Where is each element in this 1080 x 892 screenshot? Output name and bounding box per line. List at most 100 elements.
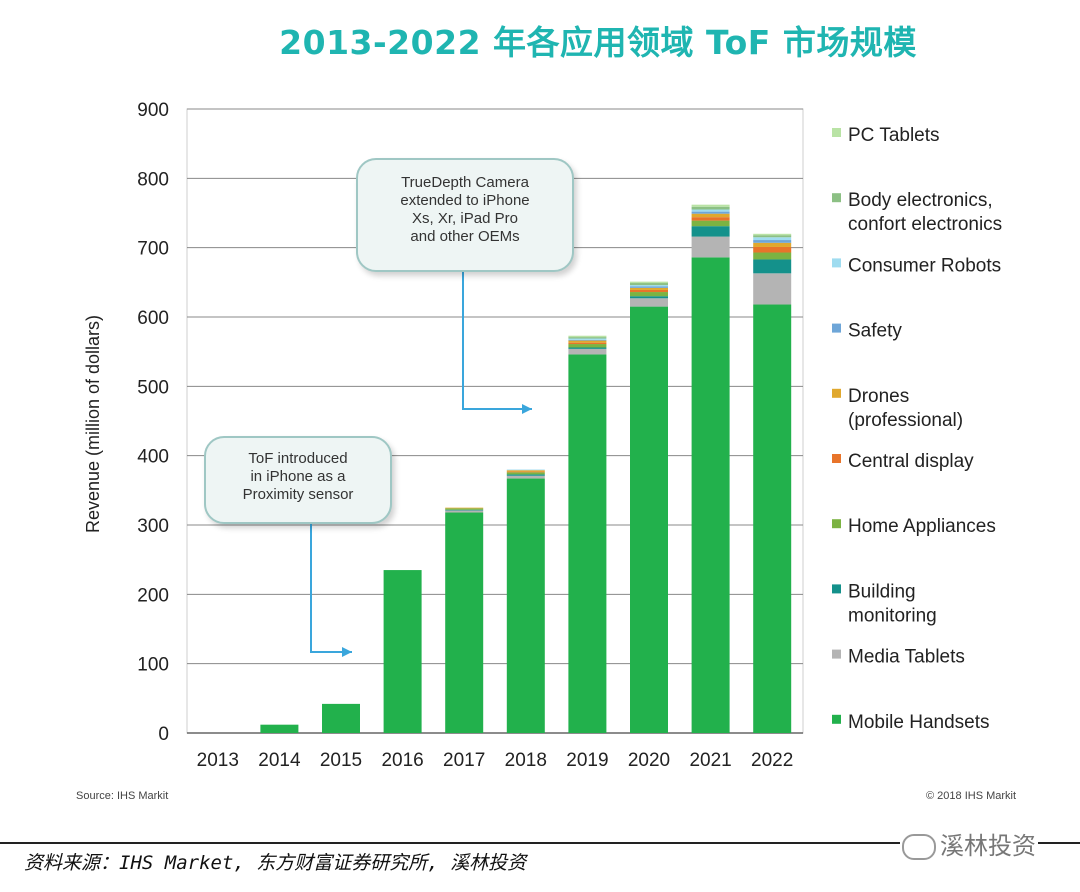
y-tick-700: 700: [137, 239, 169, 260]
bar-2019-media-tablets: [568, 348, 607, 355]
bar-2020-safety: [630, 286, 668, 288]
bar-2020-central-display: [630, 289, 668, 293]
bar-2017-media-tablets: [445, 510, 484, 513]
bar-2017-building-monitoring: [445, 509, 484, 511]
bar-2022-building-monitoring: [753, 259, 792, 274]
x-tick-2020: 2020: [628, 750, 670, 771]
chart-title: 2013-2022 年各应用领域 ToF 市场规模: [279, 23, 917, 62]
bar-2016-mobile-handsets: [383, 570, 422, 733]
callout-truedepth: TrueDepth Camera extended to iPhone Xs, …: [356, 158, 574, 272]
bar-2018-media-tablets: [506, 475, 545, 479]
bar-2021-mobile-handsets: [691, 257, 730, 733]
legend-swatch-pc-tablets: [832, 128, 841, 137]
legend-label-consumer-robots: Consumer Robots: [848, 255, 1001, 276]
bar-2021-home-appliances: [691, 220, 730, 227]
bar-2022-safety: [753, 240, 792, 243]
bar-2018-home-appliances: [506, 472, 545, 475]
legend-swatch-media-tablets: [832, 649, 841, 659]
bar-2021-central-display: [691, 217, 730, 221]
bar-2019-home-appliances: [568, 344, 607, 348]
x-tick-2022: 2022: [751, 750, 793, 771]
x-tick-2018: 2018: [505, 750, 547, 771]
bar-2022-consumer-robots: [753, 237, 792, 241]
y-tick-100: 100: [137, 655, 169, 676]
legend-label-pc-tablets: PC Tablets: [848, 125, 940, 146]
x-tick-2015: 2015: [320, 750, 362, 771]
arrow-tof: [310, 524, 352, 653]
bar-2017-mobile-handsets: [445, 512, 484, 733]
legend-swatch-home-appliances: [832, 519, 841, 529]
x-tick-2013: 2013: [197, 750, 239, 771]
bar-2017-home-appliances: [445, 508, 484, 510]
arrow-truedepth: [462, 272, 532, 410]
y-tick-300: 300: [137, 516, 169, 537]
bar-2014-mobile-handsets: [260, 724, 299, 733]
bar-2019-safety: [568, 339, 607, 341]
copyright-note: © 2018 IHS Markit: [926, 790, 1017, 802]
bar-2018-consumer-robots: [506, 469, 545, 471]
bar-2019-body-electronics-confort-electronics: [568, 337, 607, 339]
legend-swatch-central-display: [832, 454, 841, 463]
legend-swatch-consumer-robots: [832, 258, 841, 268]
bar-2020-pc-tablets: [630, 281, 668, 284]
legend-label-building-monitoring: Building monitoring: [848, 581, 937, 626]
bar-2022-body-electronics-confort-electronics: [753, 235, 792, 238]
bar-2022-home-appliances: [753, 252, 792, 260]
x-tick-2021: 2021: [689, 750, 731, 771]
legend-swatch-mobile-handsets: [832, 714, 841, 724]
legend-swatch-body-electronics-confort-electronics: [832, 193, 841, 203]
bar-2019-central-display: [568, 342, 607, 345]
legend-label-body-electronics-confort-electronics: Body electronics, confort electronics: [848, 190, 1002, 235]
arrow-tof-head: [342, 647, 352, 657]
source-note: Source: IHS Markit: [76, 790, 169, 802]
bar-2020-home-appliances: [630, 292, 668, 297]
footer-divider: [0, 842, 1080, 844]
y-tick-200: 200: [137, 585, 169, 606]
legend-label-drones-professional: Drones (professional): [848, 386, 963, 431]
bar-2018-mobile-handsets: [506, 478, 545, 733]
bar-2021-drones-professional-: [691, 213, 730, 218]
footer-source: 资料来源：IHS Market, 东方财富证券研究所, 溪林投资: [24, 852, 527, 874]
x-tick-2016: 2016: [381, 750, 423, 771]
wechat-icon: [902, 834, 936, 860]
callout-tof-introduced: ToF introduced in iPhone as a Proximity …: [204, 436, 392, 524]
bar-2019-mobile-handsets: [568, 354, 607, 733]
bar-2021-pc-tablets: [691, 204, 730, 207]
bar-2021-building-monitoring: [691, 226, 730, 237]
y-tick-0: 0: [158, 724, 169, 745]
legend-swatch-safety: [832, 323, 841, 333]
bar-2020-consumer-robots: [630, 285, 668, 287]
bar-2022-pc-tablets: [753, 233, 792, 236]
legend-label-media-tablets: Media Tablets: [848, 647, 965, 668]
arrow-truedepth-head: [522, 404, 532, 414]
bar-2018-building-monitoring: [506, 474, 545, 476]
bar-2020-building-monitoring: [630, 296, 668, 299]
bar-2022-central-display: [753, 246, 792, 253]
y-axis-label: Revenue (million of dollars): [83, 315, 103, 533]
x-tick-2017: 2017: [443, 750, 485, 771]
bar-2019-pc-tablets: [568, 335, 607, 338]
bar-2018-central-display: [506, 471, 545, 473]
legend-swatch-building-monitoring: [832, 584, 841, 594]
brand-watermark: 溪林投资: [900, 826, 1038, 861]
bar-2021-safety: [691, 211, 730, 214]
bar-2018-drones-professional-: [506, 470, 545, 472]
bar-2021-media-tablets: [691, 236, 730, 258]
bar-2019-consumer-robots: [568, 338, 607, 340]
y-tick-600: 600: [137, 308, 169, 329]
brand-name: 溪林投资: [940, 832, 1036, 860]
y-tick-500: 500: [137, 377, 169, 398]
bar-2020-body-electronics-confort-electronics: [630, 283, 668, 286]
bar-2022-drones-professional-: [753, 242, 792, 247]
bar-2022-media-tablets: [753, 273, 792, 305]
bar-2020-drones-professional-: [630, 287, 668, 290]
bar-2021-body-electronics-confort-electronics: [691, 206, 730, 210]
legend-label-mobile-handsets: Mobile Handsets: [848, 712, 990, 733]
bar-2017-drones-professional-: [445, 507, 484, 509]
x-tick-2014: 2014: [258, 750, 301, 771]
bar-2020-media-tablets: [630, 298, 668, 307]
bar-2021-consumer-robots: [691, 209, 730, 212]
legend-swatch-drones-professional: [832, 388, 841, 398]
y-tick-900: 900: [137, 100, 169, 121]
